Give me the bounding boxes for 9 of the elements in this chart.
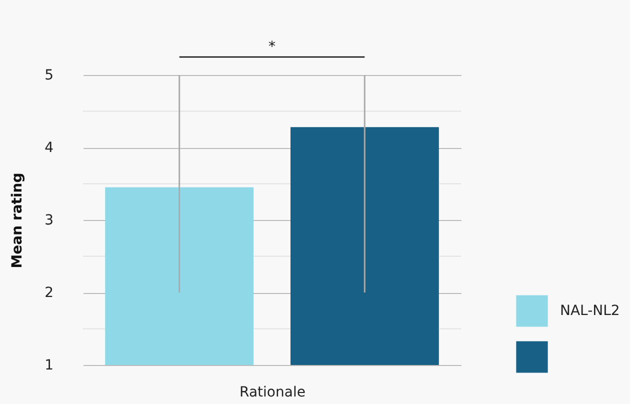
y-tick-label: 2 <box>44 285 54 301</box>
y-tick-label: 4 <box>44 140 54 156</box>
y-tick-label: 3 <box>44 212 54 228</box>
legend-label: NAL-NL2 <box>560 303 620 319</box>
text: * <box>268 39 276 55</box>
y-axis-title: Mean rating <box>10 172 26 268</box>
y-tick-label: 5 <box>44 68 54 84</box>
x-axis-title: Rationale <box>240 384 306 400</box>
y-tick-label: 1 <box>44 358 54 374</box>
